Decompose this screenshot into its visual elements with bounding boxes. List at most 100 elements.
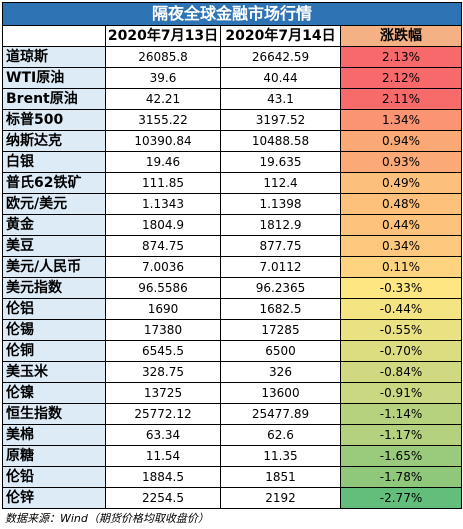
row-name: 伦铜	[2, 340, 106, 362]
row-name: 恒生指数	[2, 403, 106, 425]
row-change: 1.34%	[339, 109, 463, 131]
row-change: 2.13%	[339, 46, 463, 68]
table-row: 伦铝 1690 1682.5 -0.44%	[2, 298, 463, 320]
row-name: 伦铅	[2, 466, 106, 488]
row-name: 纳斯达克	[2, 130, 106, 152]
row-name: 黄金	[2, 214, 106, 236]
row-value-jul14: 26642.59	[220, 46, 341, 68]
row-value-jul13: 6545.5	[105, 340, 221, 362]
row-change: -0.55%	[339, 319, 463, 341]
table-row: 白银 19.46 19.635 0.93%	[2, 151, 463, 173]
row-value-jul14: 19.635	[220, 151, 341, 173]
table-row: Brent原油 42.21 43.1 2.11%	[2, 88, 463, 110]
row-value-jul13: 1884.5	[105, 466, 221, 488]
row-value-jul14: 112.4	[220, 172, 341, 194]
table-row: 标普500 3155.22 3197.52 1.34%	[2, 109, 463, 131]
row-change: 0.93%	[339, 151, 463, 173]
header-date-2: 2020年7月14日	[220, 25, 341, 47]
row-value-jul14: 7.0112	[220, 256, 341, 278]
header-date-1: 2020年7月13日	[105, 25, 221, 47]
row-value-jul13: 7.0036	[105, 256, 221, 278]
row-change: 0.48%	[339, 193, 463, 215]
row-change: -1.78%	[339, 466, 463, 488]
row-value-jul13: 1690	[105, 298, 221, 320]
row-change: -0.33%	[339, 277, 463, 299]
row-value-jul13: 19.46	[105, 151, 221, 173]
row-name: 欧元/美元	[2, 193, 106, 215]
table-row: 美豆 874.75 877.75 0.34%	[2, 235, 463, 257]
table-row: 恒生指数 25772.12 25477.89 -1.14%	[2, 403, 463, 425]
row-name: 标普500	[2, 109, 106, 131]
row-change: 0.44%	[339, 214, 463, 236]
row-name: 美元指数	[2, 277, 106, 299]
market-table: 隔夜全球金融市场行情 2020年7月13日 2020年7月14日 涨跌幅 道琼斯…	[1, 2, 463, 509]
row-name: 伦镍	[2, 382, 106, 404]
row-value-jul14: 3197.52	[220, 109, 341, 131]
header-row: 2020年7月13日 2020年7月14日 涨跌幅	[2, 25, 463, 47]
row-change: -1.65%	[339, 445, 463, 467]
table-row: 伦铜 6545.5 6500 -0.70%	[2, 340, 463, 362]
table-row: 伦铅 1884.5 1851 -1.78%	[2, 466, 463, 488]
header-name	[2, 25, 106, 47]
row-change: -1.17%	[339, 424, 463, 446]
row-value-jul13: 17380	[105, 319, 221, 341]
table-row: 美玉米 328.75 326 -0.84%	[2, 361, 463, 383]
row-value-jul13: 39.6	[105, 67, 221, 89]
table-row: 美棉 63.34 62.6 -1.17%	[2, 424, 463, 446]
row-name: 伦铝	[2, 298, 106, 320]
row-name: Brent原油	[2, 88, 106, 110]
table-row: 欧元/美元 1.1343 1.1398 0.48%	[2, 193, 463, 215]
row-name: 伦锌	[2, 487, 106, 509]
row-name: 伦锡	[2, 319, 106, 341]
row-value-jul13: 11.54	[105, 445, 221, 467]
table-row: 黄金 1804.9 1812.9 0.44%	[2, 214, 463, 236]
table-row: 道琼斯 26085.8 26642.59 2.13%	[2, 46, 463, 68]
row-value-jul13: 10390.84	[105, 130, 221, 152]
row-name: 美玉米	[2, 361, 106, 383]
row-value-jul14: 1812.9	[220, 214, 341, 236]
source-note: 数据来源：Wind（期货价格均取收盘价）	[5, 512, 209, 525]
row-name: 原糖	[2, 445, 106, 467]
row-value-jul13: 1804.9	[105, 214, 221, 236]
row-value-jul13: 63.34	[105, 424, 221, 446]
row-change: -1.14%	[339, 403, 463, 425]
row-change: 2.12%	[339, 67, 463, 89]
row-value-jul14: 96.2365	[220, 277, 341, 299]
row-value-jul13: 13725	[105, 382, 221, 404]
row-change: 2.11%	[339, 88, 463, 110]
row-value-jul14: 17285	[220, 319, 341, 341]
table-row: 纳斯达克 10390.84 10488.58 0.94%	[2, 130, 463, 152]
row-change: 0.49%	[339, 172, 463, 194]
row-name: 道琼斯	[2, 46, 106, 68]
row-value-jul14: 326	[220, 361, 341, 383]
row-value-jul14: 40.44	[220, 67, 341, 89]
row-value-jul14: 2192	[220, 487, 341, 509]
row-value-jul13: 1.1343	[105, 193, 221, 215]
row-value-jul13: 2254.5	[105, 487, 221, 509]
row-value-jul13: 111.85	[105, 172, 221, 194]
row-change: -2.77%	[339, 487, 463, 509]
row-change: -0.84%	[339, 361, 463, 383]
row-value-jul13: 26085.8	[105, 46, 221, 68]
row-change: 0.34%	[339, 235, 463, 257]
row-value-jul14: 1851	[220, 466, 341, 488]
row-value-jul14: 25477.89	[220, 403, 341, 425]
row-value-jul14: 11.35	[220, 445, 341, 467]
table-row: 伦锡 17380 17285 -0.55%	[2, 319, 463, 341]
table-row: 美元/人民币 7.0036 7.0112 0.11%	[2, 256, 463, 278]
row-value-jul14: 1.1398	[220, 193, 341, 215]
table-row: 原糖 11.54 11.35 -1.65%	[2, 445, 463, 467]
row-value-jul13: 42.21	[105, 88, 221, 110]
table-row: WTI原油 39.6 40.44 2.12%	[2, 67, 463, 89]
row-change: -0.70%	[339, 340, 463, 362]
row-value-jul13: 328.75	[105, 361, 221, 383]
row-value-jul14: 6500	[220, 340, 341, 362]
row-change: 0.94%	[339, 130, 463, 152]
row-value-jul14: 10488.58	[220, 130, 341, 152]
row-value-jul14: 877.75	[220, 235, 341, 257]
row-value-jul14: 1682.5	[220, 298, 341, 320]
row-name: WTI原油	[2, 67, 106, 89]
row-value-jul13: 874.75	[105, 235, 221, 257]
row-name: 普氏62铁矿	[2, 172, 106, 194]
